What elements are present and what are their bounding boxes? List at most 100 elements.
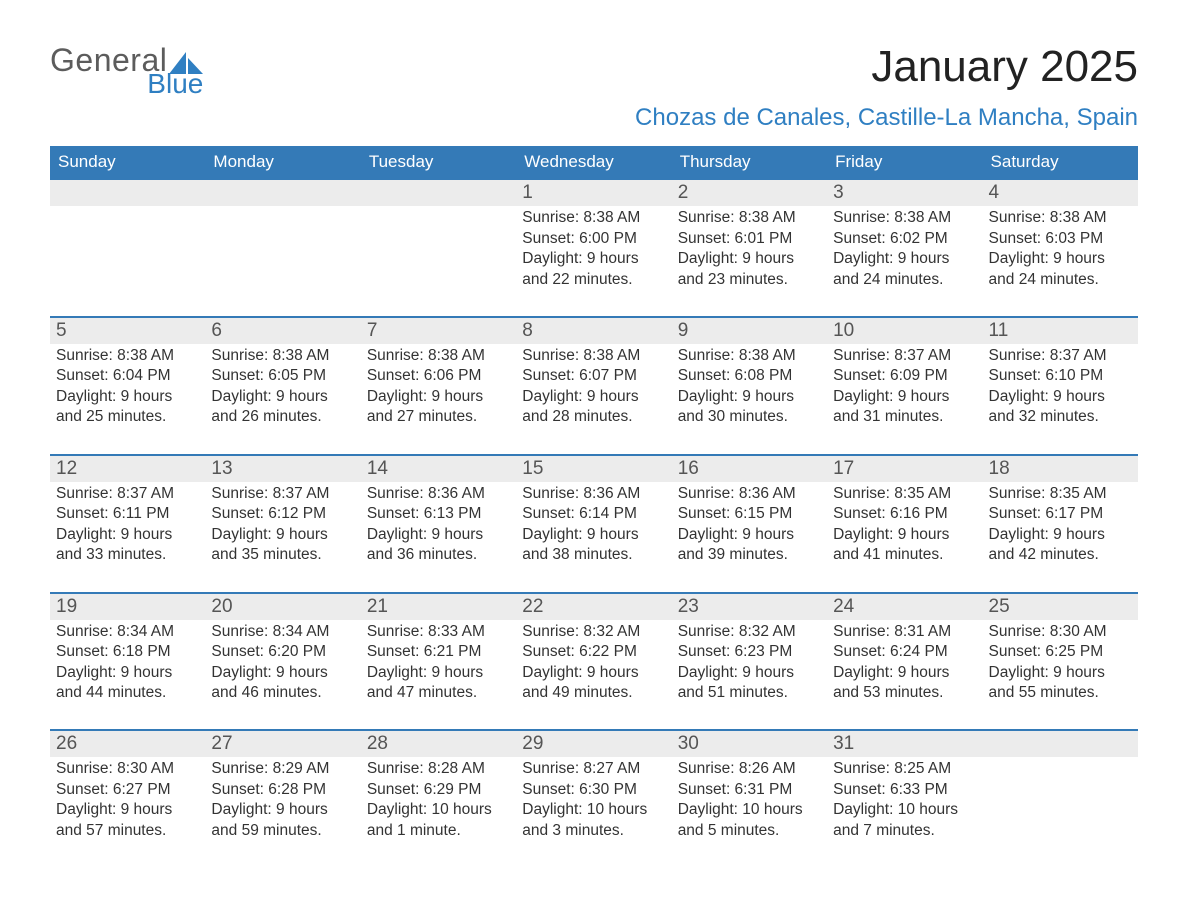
day-line: Daylight: 10 hours <box>833 800 976 820</box>
day-content: Sunrise: 8:38 AMSunset: 6:06 PMDaylight:… <box>361 344 516 454</box>
day-line: Sunrise: 8:37 AM <box>56 484 199 504</box>
day-line: Sunset: 6:23 PM <box>678 642 821 662</box>
day-number: 1 <box>516 180 671 206</box>
day-number: 20 <box>205 594 360 620</box>
day-line: Sunset: 6:33 PM <box>833 780 976 800</box>
day-line: Sunrise: 8:38 AM <box>833 208 976 228</box>
day-line: Sunset: 6:10 PM <box>989 366 1132 386</box>
day-number: 14 <box>361 456 516 482</box>
day-content: Sunrise: 8:32 AMSunset: 6:23 PMDaylight:… <box>672 620 827 730</box>
day-content: Sunrise: 8:37 AMSunset: 6:11 PMDaylight:… <box>50 482 205 592</box>
weekday-header: Friday <box>827 146 982 178</box>
day-line: Sunset: 6:29 PM <box>367 780 510 800</box>
day-line: Sunrise: 8:37 AM <box>833 346 976 366</box>
day-line: Sunrise: 8:38 AM <box>989 208 1132 228</box>
day-line: Sunset: 6:14 PM <box>522 504 665 524</box>
day-number <box>205 180 360 206</box>
day-line: Sunset: 6:27 PM <box>56 780 199 800</box>
day-line: and 51 minutes. <box>678 683 821 703</box>
day-number: 9 <box>672 318 827 344</box>
day-line: Daylight: 9 hours <box>989 249 1132 269</box>
day-content: Sunrise: 8:34 AMSunset: 6:18 PMDaylight:… <box>50 620 205 730</box>
day-line: and 27 minutes. <box>367 407 510 427</box>
day-content: Sunrise: 8:26 AMSunset: 6:31 PMDaylight:… <box>672 757 827 867</box>
day-line: and 55 minutes. <box>989 683 1132 703</box>
day-line: Sunrise: 8:38 AM <box>678 208 821 228</box>
day-line: Daylight: 9 hours <box>56 800 199 820</box>
day-line: Sunset: 6:01 PM <box>678 229 821 249</box>
day-line: Sunset: 6:13 PM <box>367 504 510 524</box>
day-content: Sunrise: 8:31 AMSunset: 6:24 PMDaylight:… <box>827 620 982 730</box>
day-line: and 24 minutes. <box>989 270 1132 290</box>
day-number: 31 <box>827 731 982 757</box>
day-line: Sunset: 6:09 PM <box>833 366 976 386</box>
weekday-header: Wednesday <box>516 146 671 178</box>
day-line: Daylight: 9 hours <box>522 525 665 545</box>
day-line: Daylight: 10 hours <box>367 800 510 820</box>
day-line: Sunrise: 8:32 AM <box>522 622 665 642</box>
day-content-row: Sunrise: 8:38 AMSunset: 6:04 PMDaylight:… <box>50 344 1138 454</box>
logo-text-blue: Blue <box>147 70 203 98</box>
calendar-week: 19202122232425Sunrise: 8:34 AMSunset: 6:… <box>50 592 1138 730</box>
calendar-week: 567891011Sunrise: 8:38 AMSunset: 6:04 PM… <box>50 316 1138 454</box>
day-content: Sunrise: 8:38 AMSunset: 6:01 PMDaylight:… <box>672 206 827 316</box>
day-line: Daylight: 9 hours <box>367 525 510 545</box>
day-line: Sunrise: 8:30 AM <box>56 759 199 779</box>
day-line: Daylight: 9 hours <box>522 663 665 683</box>
day-line: Sunset: 6:05 PM <box>211 366 354 386</box>
day-line: and 1 minute. <box>367 821 510 841</box>
day-number: 29 <box>516 731 671 757</box>
day-line: and 24 minutes. <box>833 270 976 290</box>
weekday-header: Sunday <box>50 146 205 178</box>
day-line: and 31 minutes. <box>833 407 976 427</box>
day-line: and 53 minutes. <box>833 683 976 703</box>
day-content-row: Sunrise: 8:38 AM Sunset: 6:00 PM Daylight:… <box>50 206 1138 316</box>
day-line: Sunrise: 8:25 AM <box>833 759 976 779</box>
day-line: and 39 minutes. <box>678 545 821 565</box>
day-line: Sunset: 6:00 PM <box>522 229 665 249</box>
day-line: Daylight: 9 hours <box>833 525 976 545</box>
day-line: Sunset: 6:17 PM <box>989 504 1132 524</box>
day-line: Sunrise: 8:37 AM <box>989 346 1132 366</box>
day-line: Sunrise: 8:36 AM <box>678 484 821 504</box>
day-content: Sunrise: 8:32 AMSunset: 6:22 PMDaylight:… <box>516 620 671 730</box>
day-number-row: 19202122232425 <box>50 594 1138 620</box>
day-number: 5 <box>50 318 205 344</box>
location-subtitle: Chozas de Canales, Castille-La Mancha, S… <box>635 104 1138 132</box>
day-line: Sunrise: 8:36 AM <box>367 484 510 504</box>
day-line: Sunset: 6:21 PM <box>367 642 510 662</box>
day-number: 18 <box>983 456 1138 482</box>
day-line: Daylight: 9 hours <box>522 387 665 407</box>
day-line: and 25 minutes. <box>56 407 199 427</box>
day-number: 7 <box>361 318 516 344</box>
day-line: Sunset: 6:16 PM <box>833 504 976 524</box>
day-content-row: Sunrise: 8:30 AMSunset: 6:27 PMDaylight:… <box>50 757 1138 867</box>
day-line: Daylight: 9 hours <box>833 387 976 407</box>
day-content: Sunrise: 8:25 AMSunset: 6:33 PMDaylight:… <box>827 757 982 867</box>
day-line: Sunrise: 8:26 AM <box>678 759 821 779</box>
day-number: 4 <box>983 180 1138 206</box>
day-line: Daylight: 9 hours <box>833 663 976 683</box>
day-number: 27 <box>205 731 360 757</box>
day-line: Sunset: 6:18 PM <box>56 642 199 662</box>
day-number: 3 <box>827 180 982 206</box>
day-line: Sunrise: 8:36 AM <box>522 484 665 504</box>
day-number: 24 <box>827 594 982 620</box>
weekday-header: Thursday <box>672 146 827 178</box>
title-block: January 2025 Chozas de Canales, Castille… <box>635 44 1138 132</box>
day-line: Daylight: 9 hours <box>56 387 199 407</box>
day-content: Sunrise: 8:36 AMSunset: 6:15 PMDaylight:… <box>672 482 827 592</box>
day-line: and 57 minutes. <box>56 821 199 841</box>
day-line: and 22 minutes. <box>522 270 665 290</box>
day-line: and 26 minutes. <box>211 407 354 427</box>
day-line: Daylight: 9 hours <box>211 800 354 820</box>
day-line: Sunset: 6:11 PM <box>56 504 199 524</box>
day-line: Sunrise: 8:37 AM <box>211 484 354 504</box>
day-line: Sunrise: 8:27 AM <box>522 759 665 779</box>
day-line: Daylight: 9 hours <box>833 249 976 269</box>
day-content: Sunrise: 8:29 AMSunset: 6:28 PMDaylight:… <box>205 757 360 867</box>
day-line: Sunrise: 8:35 AM <box>989 484 1132 504</box>
day-line: Sunset: 6:28 PM <box>211 780 354 800</box>
day-line: and 38 minutes. <box>522 545 665 565</box>
day-line: Sunset: 6:07 PM <box>522 366 665 386</box>
